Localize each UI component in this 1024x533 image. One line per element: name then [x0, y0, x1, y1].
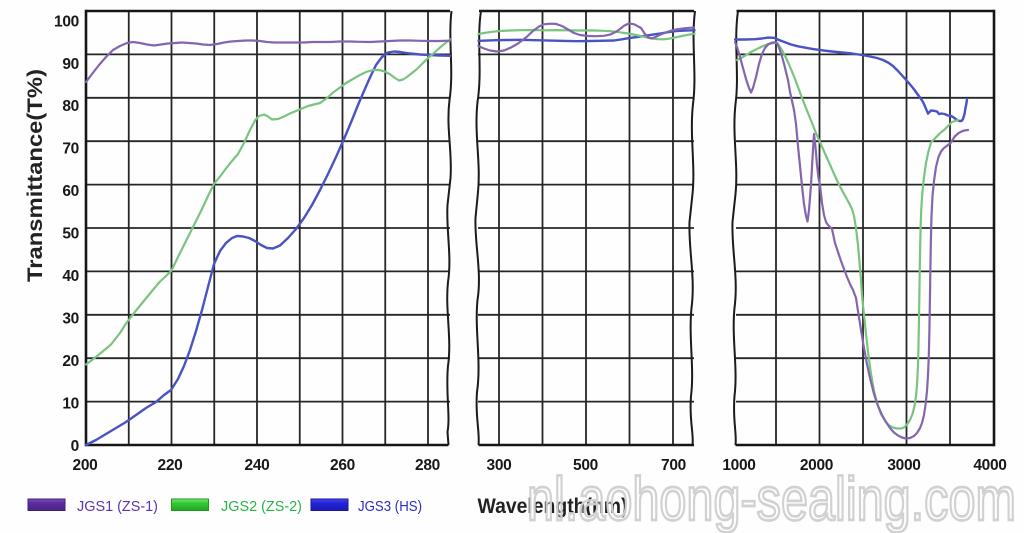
svg-text:90: 90 — [62, 56, 79, 73]
svg-text:2000: 2000 — [800, 457, 833, 474]
svg-text:20: 20 — [62, 353, 79, 370]
svg-text:10: 10 — [62, 396, 79, 413]
svg-text:100: 100 — [54, 13, 79, 30]
svg-text:80: 80 — [62, 98, 79, 115]
svg-text:0: 0 — [71, 438, 79, 455]
svg-text:220: 220 — [158, 457, 183, 474]
svg-text:nl.aohong-sealing.com: nl.aohong-sealing.com — [527, 465, 1016, 533]
svg-text:1000: 1000 — [722, 457, 755, 474]
svg-text:JGS2 (ZS-2): JGS2 (ZS-2) — [221, 498, 302, 515]
svg-text:70: 70 — [62, 141, 79, 158]
svg-text:50: 50 — [62, 226, 79, 243]
svg-text:3000: 3000 — [887, 457, 920, 474]
svg-text:Wavelength(nm): Wavelength(nm) — [478, 495, 628, 518]
svg-text:30: 30 — [62, 311, 79, 328]
svg-text:JGS1 (ZS-1): JGS1 (ZS-1) — [77, 498, 158, 515]
svg-text:4000: 4000 — [973, 457, 1006, 474]
svg-text:700: 700 — [661, 457, 686, 474]
svg-text:260: 260 — [330, 457, 355, 474]
svg-text:200: 200 — [73, 457, 98, 474]
svg-text:JGS3 (HS): JGS3 (HS) — [358, 498, 422, 515]
svg-text:Transmittance(T%): Transmittance(T%) — [24, 69, 47, 282]
svg-text:300: 300 — [487, 457, 512, 474]
svg-text:40: 40 — [62, 268, 79, 285]
svg-text:500: 500 — [573, 457, 598, 474]
svg-text:280: 280 — [415, 457, 440, 474]
svg-text:240: 240 — [245, 457, 270, 474]
svg-text:60: 60 — [62, 183, 79, 200]
